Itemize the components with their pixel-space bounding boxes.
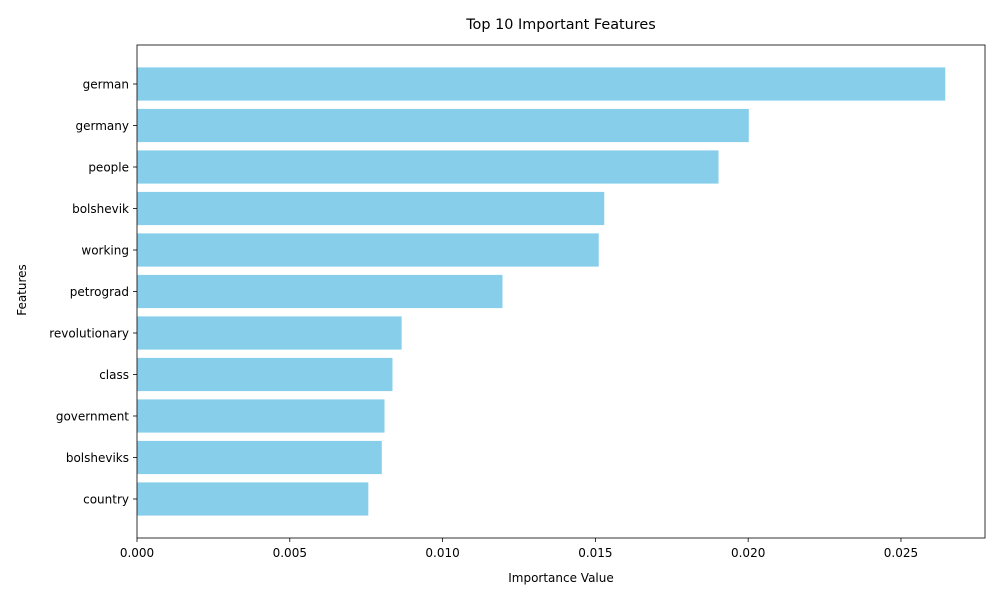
y-tick-label: class <box>99 368 129 382</box>
y-tick-label: revolutionary <box>49 326 129 340</box>
y-tick-label: government <box>56 409 129 423</box>
x-axis-ticks: 0.000 0.005 0.010 0.015 0.020 0.025 <box>120 538 918 560</box>
x-tick-label: 0.020 <box>731 546 765 560</box>
bar-revolutionary <box>137 316 402 350</box>
x-tick-label: 0.005 <box>273 546 307 560</box>
y-axis-ticks: german germany people bolshevik working petro… <box>49 78 137 506</box>
axes-frame <box>136 44 986 539</box>
bar-germany <box>137 108 749 143</box>
bar-government <box>137 399 385 433</box>
bar-working <box>137 233 599 267</box>
y-tick-label: people <box>88 161 129 175</box>
y-tick-label: petrograd <box>70 285 129 299</box>
y-tick-label: country <box>83 492 129 506</box>
x-axis-label: Importance Value <box>508 571 614 585</box>
bars-group <box>137 67 946 516</box>
bar-german <box>137 67 946 101</box>
bar-bolsheviks <box>137 440 382 475</box>
bar-bolshevik <box>137 191 605 226</box>
bar-petrograd <box>137 274 503 309</box>
chart-title: Top 10 Important Features <box>465 17 656 33</box>
x-tick-label: 0.010 <box>425 546 459 560</box>
y-tick-label: bolsheviks <box>66 451 129 465</box>
plot-frame <box>136 44 986 539</box>
x-tick-label: 0.025 <box>884 546 918 560</box>
y-tick-label: german <box>83 78 129 92</box>
y-tick-label: germany <box>76 119 129 133</box>
bar-class <box>137 357 393 392</box>
x-tick-label: 0.015 <box>578 546 612 560</box>
x-tick-label: 0.000 <box>120 546 154 560</box>
bar-country <box>137 482 369 516</box>
y-axis-label: Features <box>15 264 29 316</box>
bar-people <box>137 150 719 184</box>
y-tick-label: working <box>81 244 129 258</box>
y-tick-label: bolshevik <box>72 202 129 216</box>
